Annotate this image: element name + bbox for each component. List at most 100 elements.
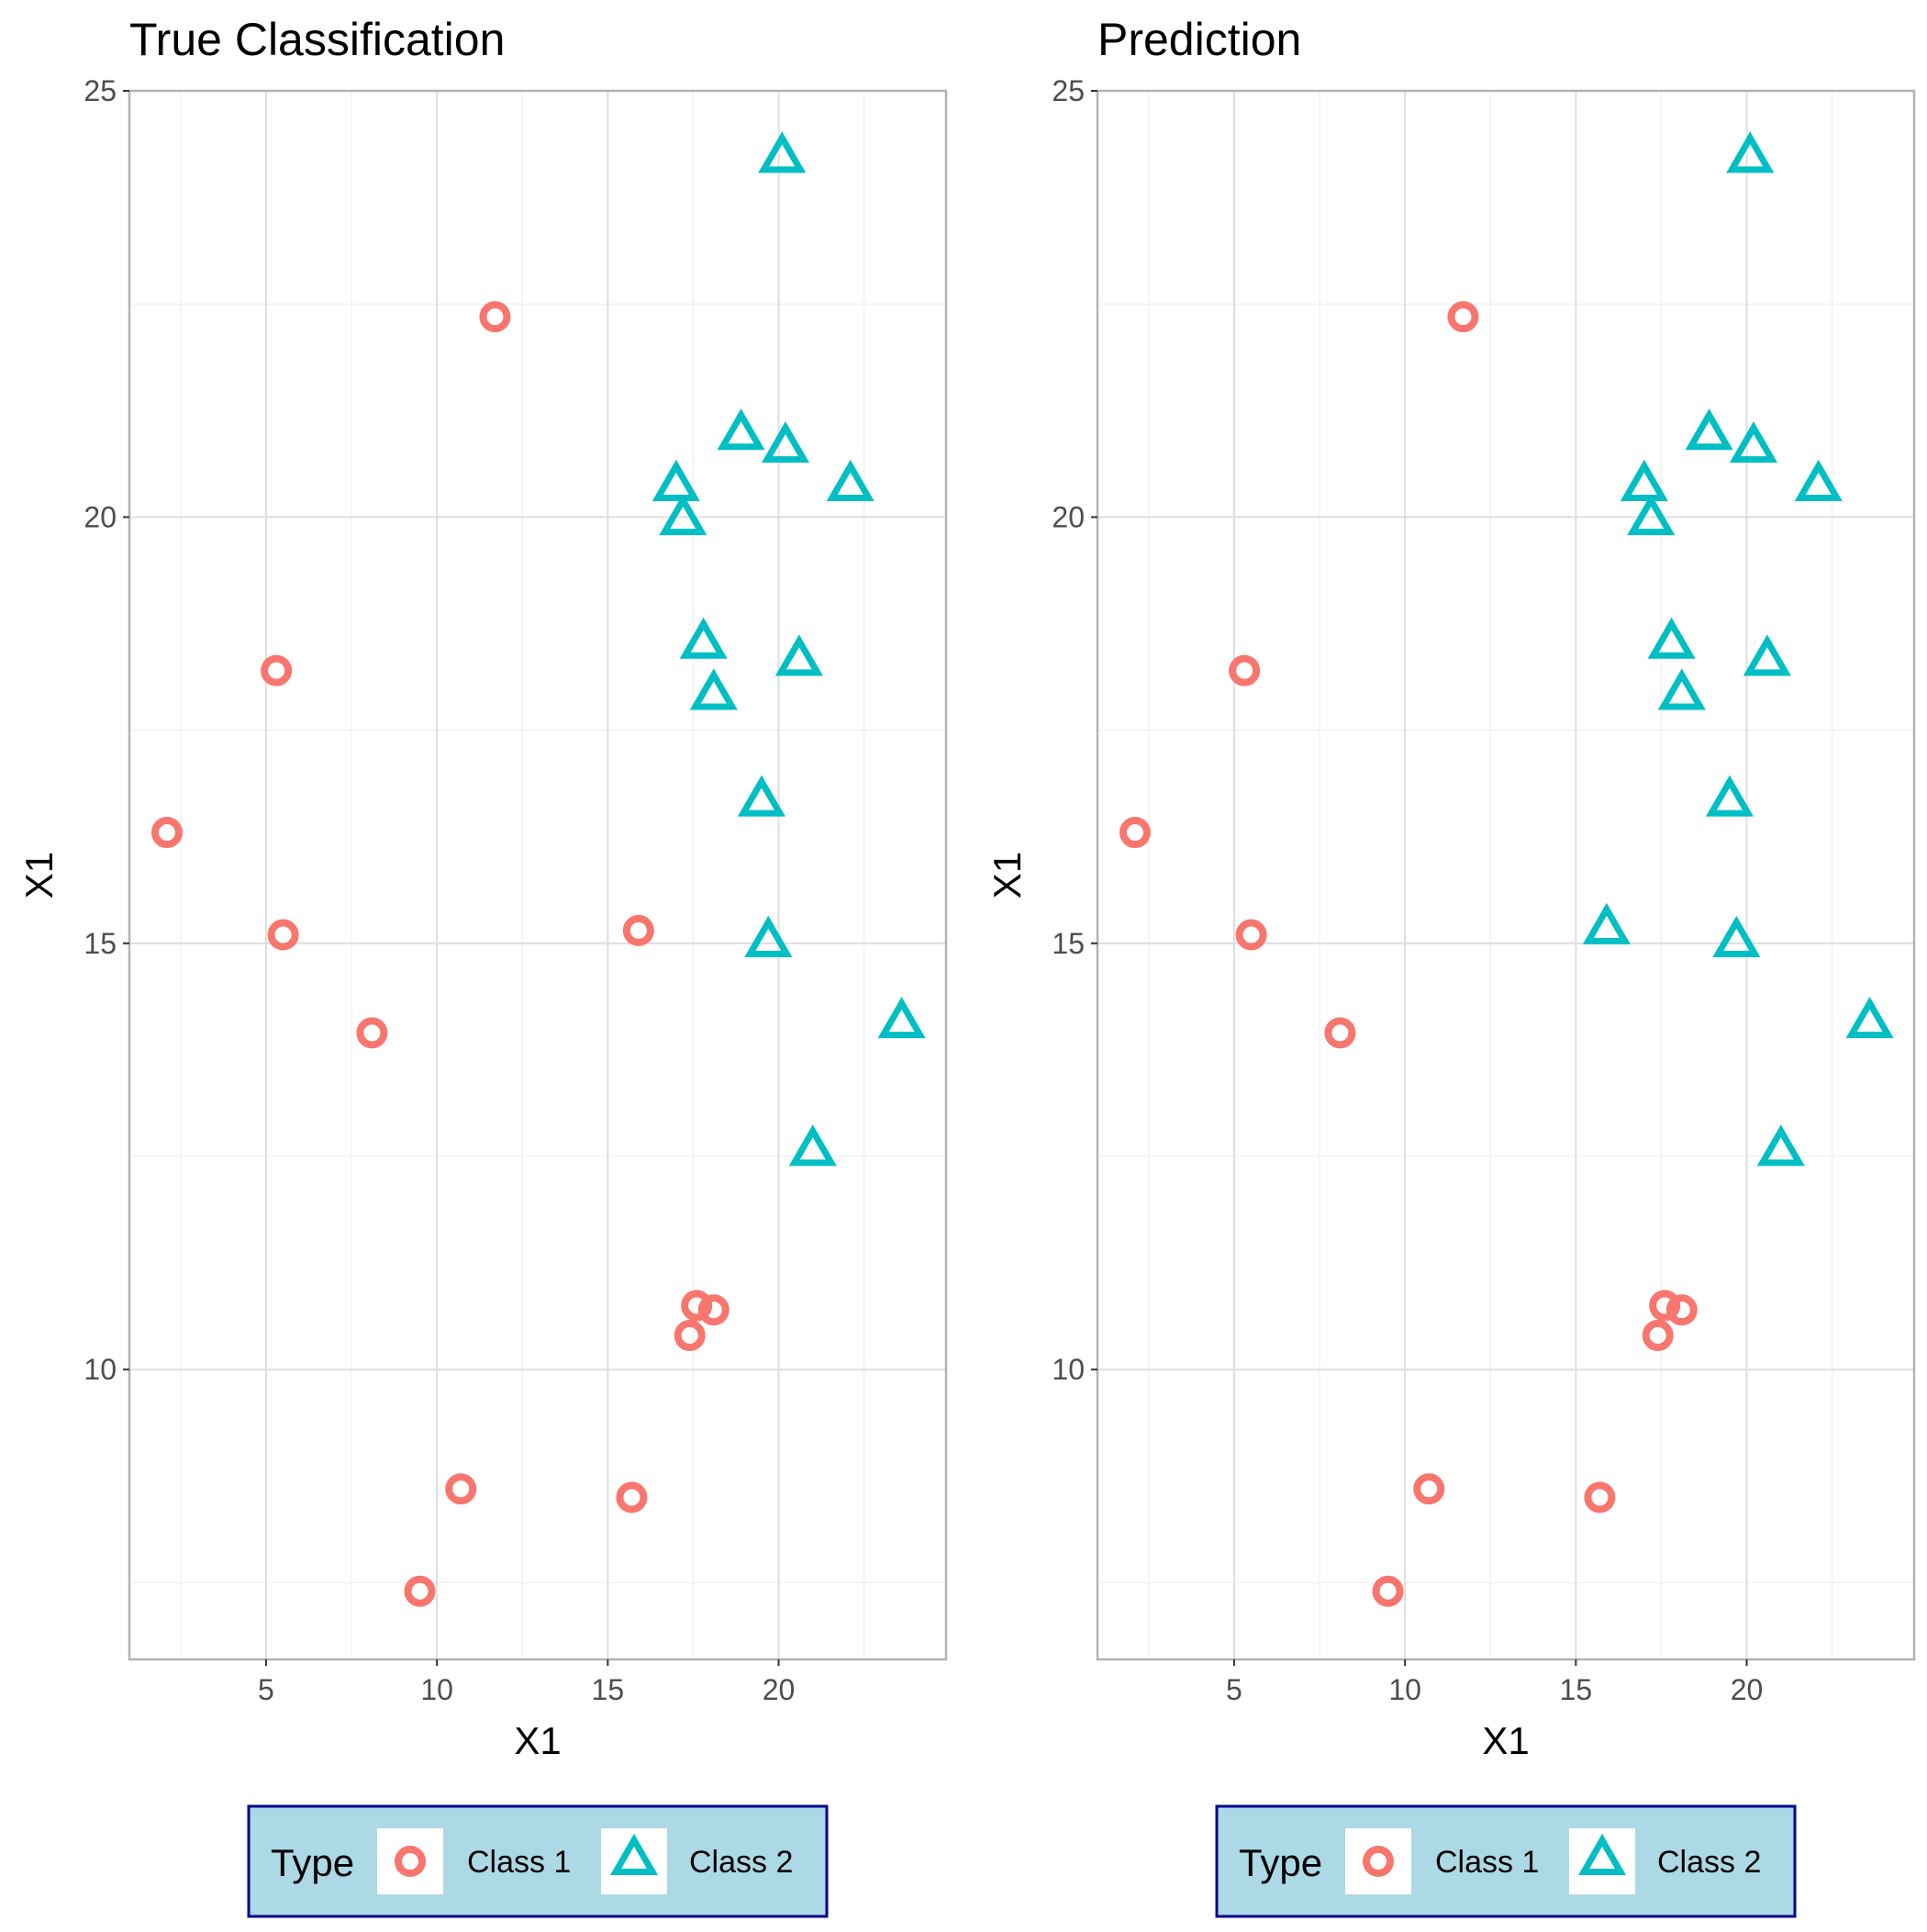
legend-key-triangle <box>609 1833 659 1876</box>
data-point <box>1447 301 1479 333</box>
data-point <box>1665 1294 1698 1326</box>
legend: Type Class 1 Class 2 <box>247 1804 829 1918</box>
data-point <box>622 914 654 946</box>
x-tick-label: 15 <box>592 1673 625 1706</box>
plot-area <box>1097 91 1914 1659</box>
data-point <box>788 1124 837 1167</box>
y-tick-label: 20 <box>84 500 117 533</box>
legend-label: Class 2 <box>1657 1845 1761 1880</box>
legend-key-triangle <box>1577 1833 1627 1876</box>
data-point <box>1705 775 1754 817</box>
data-point <box>1582 902 1631 944</box>
data-point <box>744 915 793 957</box>
data-point <box>652 459 700 501</box>
data-point <box>758 131 807 173</box>
x-axis-label: X1 <box>1482 1719 1529 1762</box>
legend-key-background <box>1345 1828 1411 1894</box>
data-point <box>356 1017 388 1049</box>
data-point <box>1372 1575 1404 1607</box>
data-point <box>659 493 707 536</box>
data-point <box>1642 1320 1674 1352</box>
data-point <box>261 654 293 687</box>
y-tick-label: 10 <box>1052 1353 1085 1386</box>
data-point <box>445 1473 477 1505</box>
legend-box <box>1215 1804 1797 1918</box>
data-point <box>679 617 728 659</box>
series-class-2 <box>652 131 926 1167</box>
x-tick-label: 15 <box>1560 1673 1593 1706</box>
data-point <box>1647 617 1696 659</box>
y-tick-label: 15 <box>1052 927 1085 960</box>
plot-area <box>129 91 946 1659</box>
data-point <box>1845 996 1894 1039</box>
data-point <box>1324 1017 1356 1049</box>
data-point <box>689 668 738 710</box>
data-point <box>1229 654 1261 687</box>
data-point <box>1794 459 1843 501</box>
x-axis-label: X1 <box>514 1719 561 1762</box>
legend: Type Class 1 Class 2 <box>1215 1804 1797 1918</box>
legend-key-circle <box>395 1846 426 1877</box>
legend-key-background <box>377 1828 443 1894</box>
data-point <box>774 634 823 676</box>
chart-panel-2: 5 10 15 20 10 15 20 25 Prediction X1 X1 Type Class 1… <box>986 14 1916 1918</box>
y-axis-label: X1 <box>17 852 61 899</box>
data-point <box>1657 668 1706 710</box>
chart-panel-1: 5 10 15 20 10 15 20 25 True Classification X1 X1 Ty… <box>17 14 948 1918</box>
data-point <box>1712 915 1761 957</box>
data-point <box>697 1294 730 1326</box>
data-point <box>737 775 785 817</box>
data-point <box>1620 459 1668 501</box>
data-point <box>877 996 926 1039</box>
panel-border <box>128 89 948 1661</box>
chart-title: True Classification <box>129 14 505 65</box>
data-point <box>404 1575 436 1607</box>
x-tick-label: 5 <box>1226 1673 1242 1706</box>
series-class-2 <box>1582 131 1894 1167</box>
y-tick-label: 15 <box>84 927 117 960</box>
data-point <box>479 301 511 333</box>
legend-label: Class 1 <box>1435 1845 1539 1880</box>
legend-label: Class 1 <box>467 1845 571 1880</box>
data-point <box>1413 1473 1445 1505</box>
data-point <box>717 408 765 451</box>
series-class-1 <box>150 301 730 1607</box>
data-point <box>1584 1481 1616 1513</box>
data-point <box>1743 634 1791 676</box>
chart-title: Prediction <box>1097 14 1301 65</box>
x-tick-label: 10 <box>1388 1673 1421 1706</box>
legend-key-circle <box>1363 1846 1394 1877</box>
legend-label: Class 2 <box>689 1845 793 1880</box>
data-point <box>681 1290 713 1322</box>
data-point <box>1726 131 1775 173</box>
legend-box <box>247 1804 829 1918</box>
x-tick-label: 10 <box>420 1673 453 1706</box>
series-class-1 <box>1119 301 1698 1607</box>
data-point <box>616 1481 648 1513</box>
data-point <box>674 1320 706 1352</box>
x-tick-label: 5 <box>258 1673 274 1706</box>
data-point <box>150 817 183 849</box>
panel-border <box>1096 89 1916 1661</box>
y-tick-label: 25 <box>1052 74 1085 107</box>
data-point <box>761 421 810 463</box>
x-tick-label: 20 <box>1731 1673 1764 1706</box>
x-tick-label: 20 <box>763 1673 796 1706</box>
data-point <box>1729 421 1778 463</box>
data-point <box>1235 919 1267 951</box>
legend-title: Type <box>271 1841 354 1884</box>
y-axis-label: X1 <box>986 852 1029 899</box>
y-tick-label: 25 <box>84 74 117 107</box>
data-point <box>267 919 299 951</box>
data-point <box>826 459 874 501</box>
data-point <box>1756 1124 1805 1167</box>
data-point <box>1649 1290 1681 1322</box>
data-point <box>1119 817 1151 849</box>
legend-title: Type <box>1239 1841 1322 1884</box>
data-point <box>1685 408 1733 451</box>
data-point <box>1627 493 1676 536</box>
y-tick-label: 10 <box>84 1353 117 1386</box>
y-tick-label: 20 <box>1052 500 1085 533</box>
